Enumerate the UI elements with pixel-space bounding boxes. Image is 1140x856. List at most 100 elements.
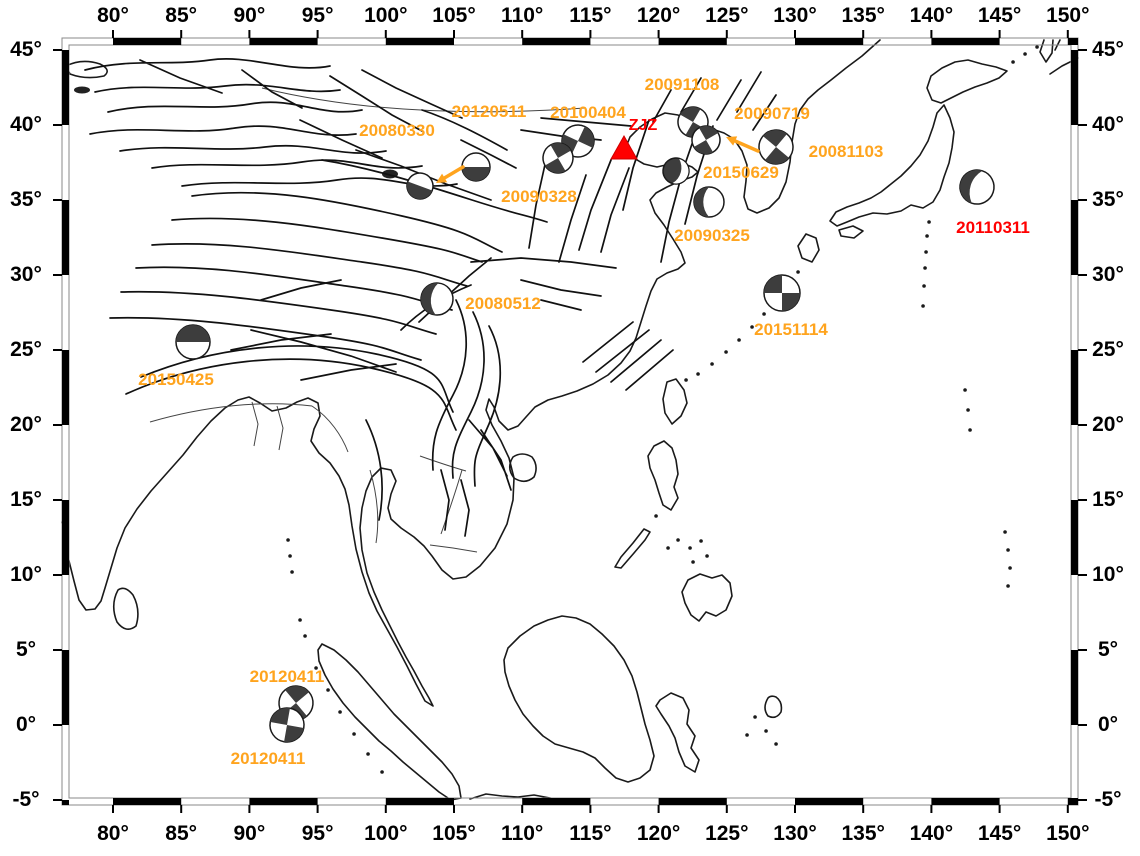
event-date-label: 20151114	[754, 320, 828, 339]
lat-label-right: 35°	[1092, 188, 1124, 211]
lat-label-right: 30°	[1092, 263, 1124, 286]
palawan	[614, 528, 651, 569]
event-date-label: 20080512	[465, 294, 541, 313]
event-date-label: 20150425	[138, 370, 214, 389]
lon-label-bottom: 80°	[97, 822, 129, 845]
lat-label-right: 10°	[1092, 563, 1124, 586]
mindanao	[681, 573, 733, 622]
lon-label-bottom: 105°	[432, 822, 476, 845]
ball-dark-sector	[176, 325, 210, 342]
lat-label-left: 45°	[10, 38, 42, 61]
lon-label-top: 135°	[841, 4, 885, 27]
lon-label-top: 110°	[501, 4, 544, 27]
lon-label-top: 85°	[165, 4, 198, 27]
lon-label-top: 120°	[636, 4, 681, 27]
lat-label-right: 40°	[1092, 113, 1124, 136]
lon-label-top: 145°	[977, 4, 1022, 27]
annotation-arrows	[436, 136, 760, 183]
lon-label-bottom: 95°	[301, 822, 334, 845]
ball-dark-sector	[545, 143, 571, 173]
map-frame	[53, 30, 1087, 813]
arrow-shaft	[733, 139, 760, 153]
event-date-label: 20110311	[956, 218, 1030, 237]
ball-dark-sector	[764, 275, 800, 311]
lon-label-bottom: 120°	[636, 822, 681, 845]
focal-mechanism-ball	[691, 125, 721, 155]
lon-label-bottom: 130°	[773, 822, 817, 845]
lat-label-left: 15°	[10, 488, 42, 511]
lon-label-bottom: 85°	[165, 822, 198, 845]
lat-label-left: -5°	[12, 788, 40, 811]
arrow-head	[436, 173, 448, 183]
lat-label-left: 25°	[10, 338, 42, 361]
focal-mechanism-ball	[175, 324, 211, 360]
ball-dark-sector	[693, 126, 719, 154]
lon-label-bottom: 145°	[977, 822, 1022, 845]
lon-label-top: 90°	[233, 4, 266, 27]
lon-label-bottom: 90°	[233, 822, 266, 845]
focal-mechanism-ball	[763, 274, 801, 312]
focal-mechanism-ball	[406, 172, 434, 200]
ball-dark-sector	[762, 130, 790, 164]
lat-label-left: 40°	[10, 113, 42, 136]
arrow-head	[726, 136, 738, 146]
event-date-label: 20120411	[230, 749, 306, 768]
fault-layer	[84, 58, 777, 537]
focal-mechanism-ball	[420, 282, 454, 316]
lon-label-top: 125°	[705, 4, 749, 27]
ball-dark-sector	[270, 708, 304, 742]
lon-label-top: 140°	[909, 4, 954, 27]
lat-label-left: 30°	[10, 263, 42, 286]
arrow-shaft	[442, 165, 465, 180]
event-date-label: 20081103	[808, 142, 884, 161]
kyushu	[797, 233, 820, 263]
lat-label-right: 45°	[1092, 38, 1124, 61]
small-islands-dots	[286, 45, 1039, 774]
event-date-label: 20080330	[359, 121, 435, 140]
sri-lanka	[112, 587, 139, 630]
event-date-label: 20120511	[451, 102, 527, 121]
focal-mechanism-ball	[461, 152, 491, 182]
lat-label-left: 10°	[10, 563, 42, 586]
lat-label-right: 5°	[1097, 638, 1119, 661]
lake-balkhash	[65, 60, 108, 79]
lat-label-left: 35°	[10, 188, 42, 211]
station-triangle	[610, 134, 638, 160]
ball-white-lens	[672, 158, 689, 184]
mainland-coastline	[61, 39, 881, 707]
lon-label-bottom: 100°	[364, 822, 408, 845]
lon-label-top: 95°	[301, 4, 334, 27]
sulawesi	[655, 692, 700, 773]
event-date-label: 20120411	[249, 667, 325, 686]
lake-issyk-kul	[74, 86, 90, 94]
lon-label-top: 130°	[773, 4, 817, 27]
ball-dark-sector	[407, 181, 433, 199]
lon-label-top: 100°	[364, 4, 408, 27]
lat-label-right: -5°	[1094, 788, 1122, 811]
lat-label-right: 15°	[1092, 488, 1124, 511]
honshu	[829, 104, 955, 227]
ball-dark-sector	[421, 283, 439, 315]
ball-dark-sector	[462, 167, 490, 181]
lon-label-top: 150°	[1046, 4, 1090, 27]
borneo	[503, 615, 655, 783]
event-date-label: 20090325	[674, 226, 750, 245]
lon-label-top: 80°	[97, 4, 129, 27]
luzon	[647, 440, 679, 511]
focal-mechanism-ball	[758, 129, 794, 165]
hokkaido	[926, 59, 1008, 104]
focal-mechanism-ball	[662, 157, 690, 185]
focal-mechanism-ball	[542, 142, 574, 174]
ball-dark-sector	[960, 170, 983, 204]
lon-label-bottom: 125°	[705, 822, 749, 845]
event-date-label: 20150629	[703, 163, 779, 182]
lat-label-right: 0°	[1097, 713, 1119, 736]
lat-label-left: 20°	[10, 413, 42, 436]
lon-label-bottom: 135°	[841, 822, 885, 845]
lon-label-bottom: 140°	[909, 822, 954, 845]
ball-dark-sector	[694, 187, 709, 217]
taiwan	[662, 378, 688, 425]
lon-label-top: 115°	[569, 4, 612, 27]
